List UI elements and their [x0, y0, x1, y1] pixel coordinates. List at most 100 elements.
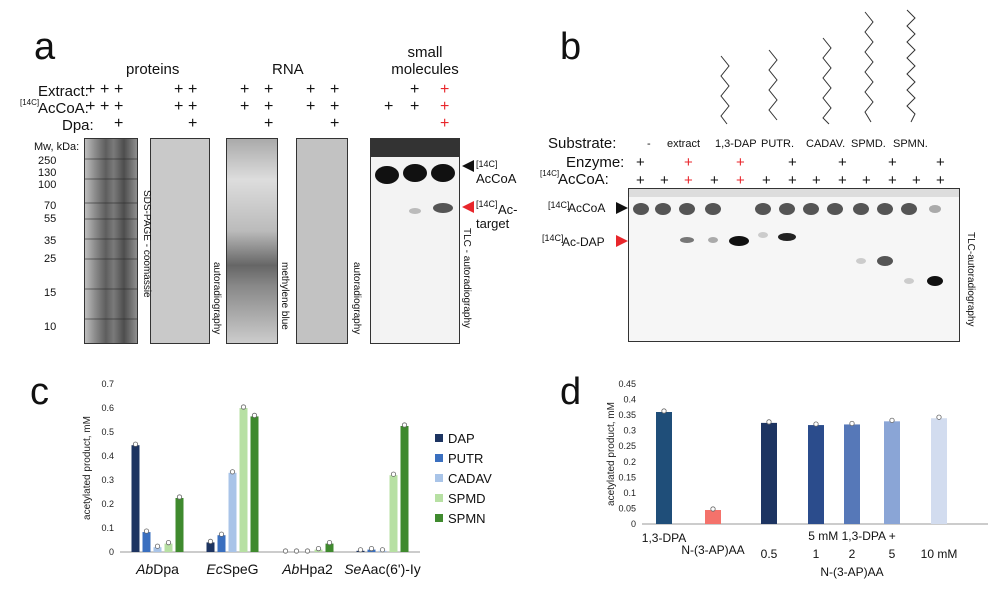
bar	[808, 425, 824, 524]
legend-label: DAP	[448, 431, 475, 446]
bar-dap	[206, 542, 215, 552]
data-point	[326, 540, 333, 546]
bar-spmd	[389, 475, 398, 552]
legend-label: PUTR	[448, 451, 483, 466]
gel-sds-page	[84, 138, 138, 344]
data-point	[229, 469, 236, 475]
structure-spmn	[906, 9, 916, 123]
bar-putr	[217, 535, 226, 552]
plus-sign-acoa: +	[636, 172, 645, 189]
arrow-acdap-b-label: Ac-DAP	[562, 235, 605, 249]
data-point	[849, 420, 855, 427]
row-label-substrate: Substrate:	[548, 135, 617, 152]
group-label-top: 5 mM 1,3-DPA +	[808, 529, 895, 543]
data-point	[813, 421, 819, 427]
plus-sign-a: +	[330, 115, 340, 132]
arrow-acoa-b-prefix: [14C]	[548, 200, 570, 210]
data-point	[240, 404, 247, 410]
mw-tick-label: 10	[44, 321, 57, 333]
plus-sign-enzyme: +	[788, 154, 797, 171]
x-category-label: 1	[813, 547, 820, 561]
arrow-acoa-a	[462, 160, 474, 172]
legend-swatch	[435, 434, 443, 442]
y-tick-label: 0.25	[618, 441, 636, 451]
substrate-label: SPMD.	[851, 138, 886, 150]
plus-sign-a: +	[188, 81, 198, 98]
arrow-acoa-a-label: AcCoA	[476, 171, 517, 186]
bar-dap	[131, 445, 140, 552]
mw-tick-label: 130	[38, 167, 57, 179]
data-point	[379, 547, 386, 553]
data-point	[251, 412, 258, 419]
bar-cadav	[153, 547, 162, 552]
data-point	[315, 546, 322, 552]
structure-spmd	[864, 11, 874, 123]
arrow-acoa-b	[616, 202, 628, 214]
header-small-molecules: small molecules	[391, 44, 459, 78]
side-label-methylene-blue: methylene blue	[279, 262, 290, 330]
row-label-dpa: Dpa:	[62, 117, 94, 134]
plus-sign-acoa: +	[812, 172, 821, 189]
bar-spmn	[325, 543, 334, 552]
y-tick-label: 0.05	[618, 503, 636, 513]
substrate-label: PUTR.	[761, 138, 794, 150]
x-category-label: 1,3-DPA	[642, 531, 686, 545]
data-point	[154, 543, 161, 549]
plus-sign-enzyme: +	[736, 154, 745, 171]
plus-sign-acoa: +	[736, 172, 745, 189]
plus-sign-a: +	[114, 98, 124, 115]
row-label-extract: Extract:	[38, 83, 89, 100]
row-label-acoa-b-prefix: [14C]	[540, 169, 560, 178]
arrow-target-a-label1: Ac-	[498, 202, 518, 217]
y-tick-label: 0.7	[101, 379, 114, 389]
y-tick-label: 0.35	[618, 410, 636, 420]
x-category-label: AbHpa2	[281, 561, 333, 577]
y-tick-label: 0.6	[101, 403, 114, 413]
substrate-label: -	[647, 138, 651, 150]
plus-sign-a: +	[188, 115, 198, 132]
arrow-acoa-b-label: AcCoA	[568, 201, 606, 215]
x-category-label: AbDpa	[135, 561, 179, 577]
data-point	[661, 408, 667, 414]
plus-sign-enzyme: +	[636, 154, 645, 171]
legend-label: CADAV	[448, 471, 492, 486]
side-label-tlc-a: TLC - autoradiography	[461, 228, 472, 329]
side-label-sds: SDS-PAGE - coomassie	[141, 190, 152, 298]
plus-sign-acoa: +	[710, 172, 719, 189]
data-point	[889, 417, 895, 423]
row-label-acoa-b: AcCoA:	[558, 171, 609, 188]
plus-sign-enzyme: +	[684, 154, 693, 171]
data-point	[282, 548, 289, 554]
x-category-label: 2	[849, 547, 856, 561]
bar	[931, 418, 947, 524]
data-point	[293, 548, 300, 554]
side-label-autorad-2: autoradiography	[351, 262, 362, 335]
x-category-label: 10 mM	[921, 547, 958, 561]
mw-tick-label: 55	[44, 213, 57, 225]
substrate-label: SPMN.	[893, 138, 928, 150]
plus-sign-enzyme: +	[888, 154, 897, 171]
plus-sign-a: +	[174, 98, 184, 115]
plus-sign-a: +	[240, 81, 250, 98]
data-point	[357, 547, 364, 553]
y-tick-label: 0	[631, 519, 636, 529]
gel-autoradiography-rna	[296, 138, 348, 344]
gel-methylene-blue	[226, 138, 278, 344]
plus-sign-a: +	[330, 98, 340, 115]
arrow-acdap-b-prefix: [14C]	[542, 233, 564, 243]
data-point	[218, 531, 225, 537]
substrate-label: extract	[667, 138, 701, 150]
plus-sign-a: +	[114, 115, 124, 132]
plus-sign-enzyme: +	[838, 154, 847, 171]
x-category-label: N-(3-AP)AA	[681, 543, 744, 557]
mw-title: Mw, kDa:	[34, 141, 80, 153]
data-point	[143, 528, 150, 534]
structure-cadav	[822, 37, 832, 125]
structure-putr	[768, 49, 778, 121]
y-axis-label: acetylated product, mM	[606, 402, 617, 506]
plus-sign-acoa: +	[936, 172, 945, 189]
plus-sign-a: +	[440, 81, 450, 98]
plus-sign-acoa: +	[684, 172, 693, 189]
legend-swatch	[435, 454, 443, 462]
plus-sign-acoa: +	[862, 172, 871, 189]
